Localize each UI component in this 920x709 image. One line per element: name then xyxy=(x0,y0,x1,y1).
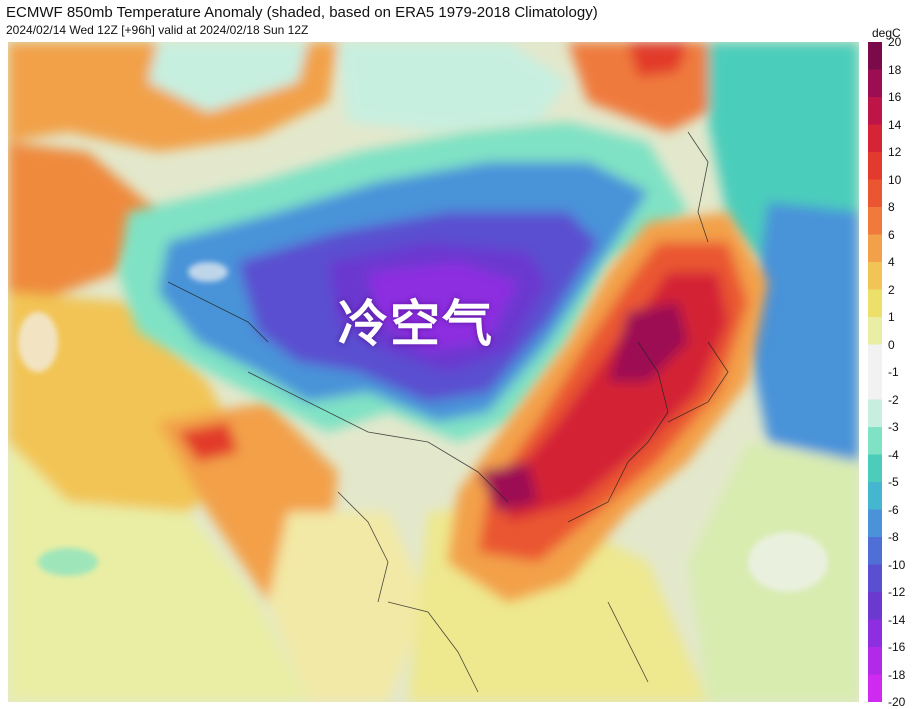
colorbar-segment xyxy=(868,427,882,455)
colorbar-tick-label: 2 xyxy=(888,282,895,297)
colorbar-tick-label: -12 xyxy=(888,585,906,599)
colorbar-segment xyxy=(868,69,882,98)
valid-time-subtitle: 2024/02/14 Wed 12Z [+96h] valid at 2024/… xyxy=(6,23,309,37)
colorbar-tick-label: 6 xyxy=(888,227,895,242)
colorbar-tick-label: -1 xyxy=(888,365,899,379)
colorbar-segment xyxy=(868,317,882,345)
colorbar-segment xyxy=(868,564,882,593)
colorbar-tick-label: 0 xyxy=(888,337,895,352)
temperature-anomaly-map: 冷空气 xyxy=(8,42,859,702)
colorbar-segment xyxy=(868,482,882,510)
colorbar-tick-label: 20 xyxy=(888,35,902,49)
page-title: ECMWF 850mb Temperature Anomaly (shaded,… xyxy=(6,4,598,21)
colorbar-segment xyxy=(868,124,882,153)
colorbar-tick-label: 16 xyxy=(888,90,902,104)
colorbar-segment xyxy=(868,152,882,180)
colorbar-segment xyxy=(868,537,882,565)
colorbar-segment xyxy=(868,97,882,125)
colorbar-tick-label: -8 xyxy=(888,530,899,544)
cold-air-label: 冷空气 xyxy=(338,295,494,353)
colorbar-segment xyxy=(868,234,882,263)
colorbar-segment xyxy=(868,619,882,648)
colorbar-tick-label: 18 xyxy=(888,62,902,77)
colorbar-segment xyxy=(868,399,882,428)
colorbar-tick-label: 4 xyxy=(888,255,895,269)
colorbar-tick-label: -18 xyxy=(888,667,906,682)
colorbar-segment xyxy=(868,454,882,483)
colorbar-tick-label: -3 xyxy=(888,420,899,434)
colorbar-segment xyxy=(868,179,882,208)
colorbar-tick-label: -4 xyxy=(888,447,899,462)
colorbar-segment xyxy=(868,289,882,318)
anomaly-field xyxy=(8,42,859,702)
colorbar-segment xyxy=(868,262,882,290)
colorbar-segment xyxy=(868,372,882,400)
colorbar-tick-label: -16 xyxy=(888,640,906,654)
colorbar-segment xyxy=(868,647,882,675)
colorbar-tick-label: -6 xyxy=(888,502,899,517)
colorbar-tick-label: -5 xyxy=(888,475,899,489)
colorbar-segment xyxy=(868,592,882,620)
colorbar-labels: 20 18 16 14 12 10 8 6 4 2 1 0 -1 -2 -3 -4 -5 -6 -8 -10 -12 -1… xyxy=(888,35,918,709)
colorbar xyxy=(868,42,882,702)
colorbar-tick-label: 1 xyxy=(888,310,895,324)
colorbar-tick-label: 14 xyxy=(888,117,902,132)
colorbar-tick-label: -10 xyxy=(888,557,906,572)
colorbar-unit: degC xyxy=(872,26,901,40)
colorbar-segment xyxy=(868,42,882,70)
colorbar-segment xyxy=(868,674,882,702)
colorbar-segment xyxy=(868,344,882,373)
colorbar-tick-label: 10 xyxy=(888,172,902,187)
colorbar-segment xyxy=(868,509,882,538)
colorbar-tick-label: -14 xyxy=(888,612,906,627)
colorbar-tick-label: 12 xyxy=(888,145,902,159)
colorbar-tick-label: -20 xyxy=(888,695,906,709)
colorbar-segment xyxy=(868,207,882,235)
colorbar-tick-label: -2 xyxy=(888,392,899,407)
colorbar-tick-label: 8 xyxy=(888,200,895,214)
